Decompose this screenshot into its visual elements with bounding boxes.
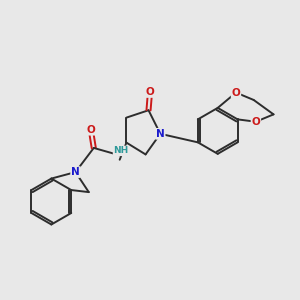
- Text: O: O: [146, 87, 154, 97]
- Text: O: O: [251, 117, 260, 127]
- Text: O: O: [86, 125, 95, 135]
- Text: O: O: [232, 88, 240, 98]
- Text: N: N: [156, 129, 165, 139]
- Text: N: N: [71, 167, 80, 177]
- Text: NH: NH: [113, 146, 129, 155]
